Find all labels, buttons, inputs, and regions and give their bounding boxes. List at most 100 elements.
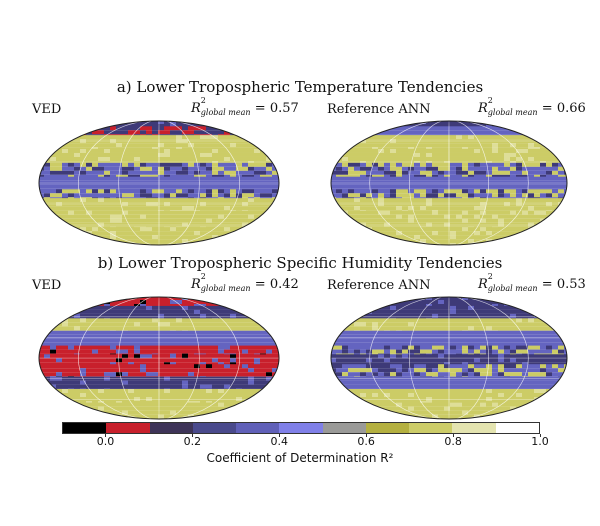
map-cell [260,318,266,323]
map-cell [360,226,366,231]
map-cell [230,227,236,232]
map-cell [540,166,546,171]
map-cell [236,393,242,397]
map-cell [68,401,74,405]
map-cell [260,410,266,415]
map-cell [390,143,396,148]
map-cell [98,414,104,419]
map-cell [432,318,438,323]
map-cell [122,309,128,314]
map-cell [486,166,492,171]
map-cell [462,162,468,167]
map-cell [194,406,200,411]
map-cell [122,152,128,157]
map-cell [260,124,266,128]
map-cell [146,126,152,131]
map-cell [44,372,50,377]
map-cell [248,218,254,223]
map-cell [122,170,128,175]
map-cell [80,180,86,185]
map-cell [438,206,444,211]
map-cell [206,410,212,415]
map-cell [56,410,62,415]
map-cell [278,300,279,304]
map-cell [266,317,272,322]
map-cell [510,239,516,244]
map-cell [522,206,528,211]
map-cell [50,218,56,223]
map-cell [492,305,498,310]
map-cell [444,239,450,244]
map-cell [534,135,540,140]
map-cell [104,349,110,354]
map-cell [146,313,152,318]
map-cell [528,170,534,175]
map-cell [348,134,354,139]
map-cell [474,198,480,203]
map-cell [170,143,176,148]
map-cell [170,406,176,411]
map-cell [218,406,224,411]
map-cell [432,198,438,203]
map-cell [366,243,372,245]
map-cell [248,226,254,231]
map-cell [170,338,176,343]
map-cell [558,189,564,194]
map-cell [134,393,140,397]
map-cell [396,156,402,161]
map-cell [354,297,360,300]
map-cell [224,189,230,194]
map-cell [206,193,212,198]
map-cell [486,198,492,203]
map-cell [396,176,402,181]
map-cell [212,380,218,385]
map-cell [158,349,164,354]
map-cell [134,384,140,389]
map-cell [348,297,354,300]
map-cell [194,218,200,223]
map-cell [360,227,366,232]
map-cell [504,162,510,167]
map-cell [146,218,152,223]
map-cell [278,330,279,335]
map-cell [206,198,212,203]
map-cell [372,162,378,167]
map-cell [146,193,152,198]
map-cell [146,135,152,140]
map-cell [390,170,396,175]
panel-a-right-label: Reference ANN [327,102,431,117]
map-cell [534,184,540,189]
map-cell [98,322,104,327]
map-cell [546,226,552,231]
map-cell [158,243,164,245]
map-cell [342,300,348,304]
map-cell [402,184,408,189]
map-cell [546,121,552,124]
map-cell [450,305,456,310]
map-cell [50,235,56,240]
map-cell [260,243,266,245]
map-cell [336,313,342,318]
map-cell [92,227,98,232]
map-cell [272,134,278,139]
map-cell [266,393,272,397]
map-cell [128,322,134,327]
map-cell [260,313,266,318]
map-cell [278,222,279,227]
map-cell [528,126,534,131]
map-cell [92,389,98,393]
map-cell [86,397,92,401]
map-cell [92,330,98,335]
map-cell [104,345,110,350]
map-cell [426,124,432,128]
map-cell [44,322,50,327]
map-cell [164,143,170,148]
map-cell [110,368,116,373]
map-cell [278,147,279,152]
map-cell [468,170,474,175]
map-cell [366,121,372,124]
map-cell [534,148,540,153]
map-cell [152,184,158,189]
map-cell [74,326,80,331]
map-cell [122,162,128,167]
